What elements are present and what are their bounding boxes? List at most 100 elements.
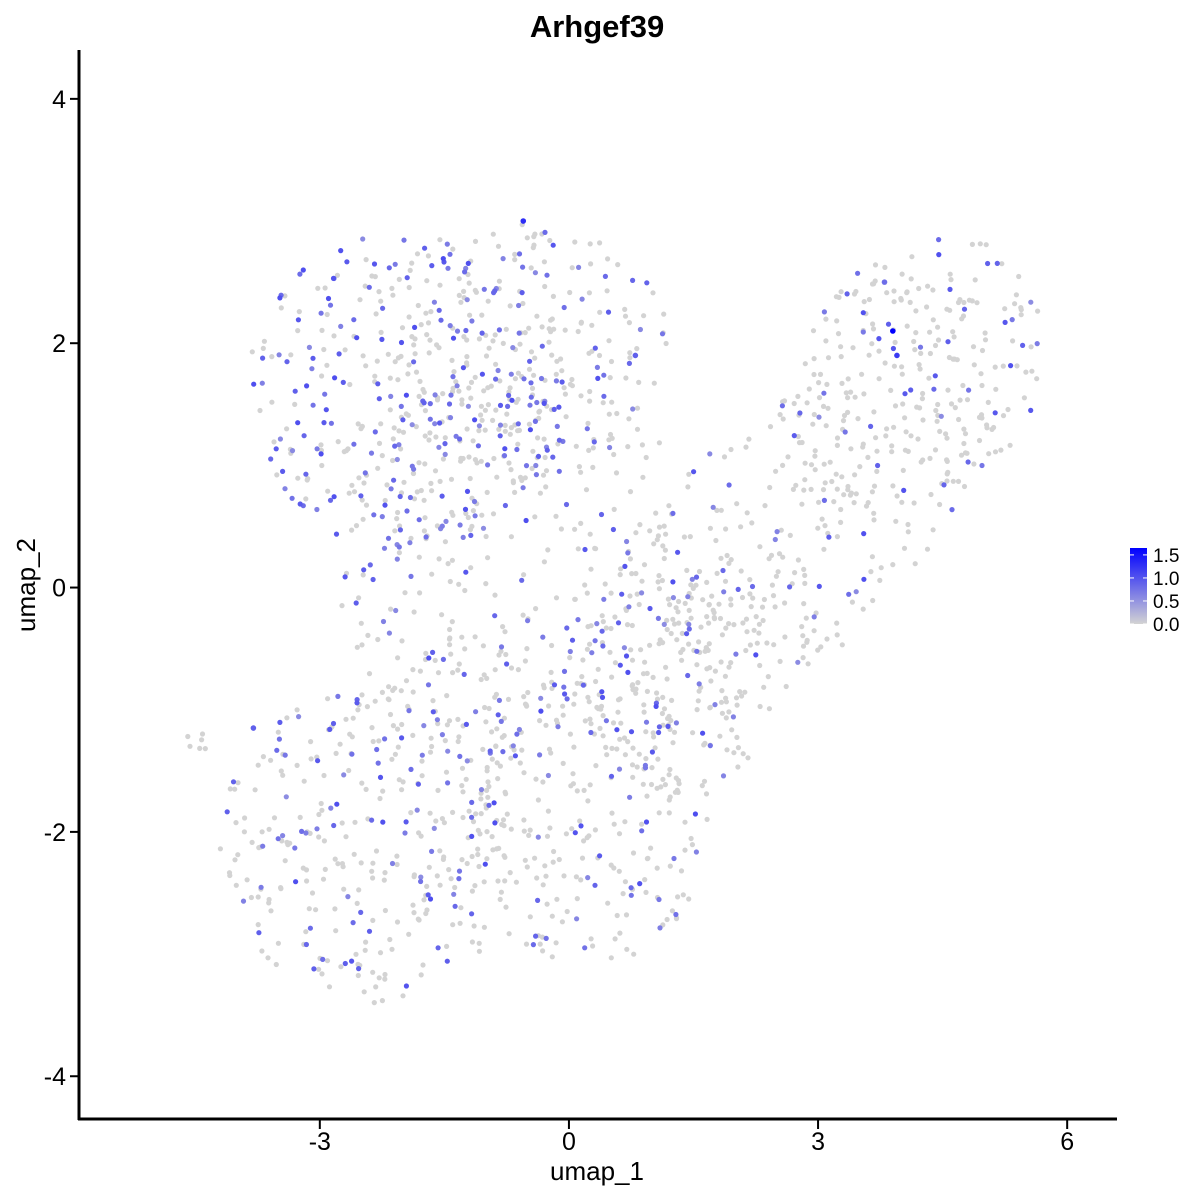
cell-point xyxy=(485,462,491,468)
cell-point xyxy=(325,295,332,302)
cell-point xyxy=(367,562,373,568)
cell-point xyxy=(878,565,884,571)
cell-point xyxy=(704,666,710,672)
cell-point xyxy=(232,857,238,863)
cell-point xyxy=(693,574,700,580)
cell-point xyxy=(515,370,522,376)
cell-point xyxy=(273,446,279,452)
cell-point xyxy=(625,444,631,450)
cell-point xyxy=(373,311,379,317)
cell-point xyxy=(902,415,908,421)
cell-point xyxy=(836,294,842,300)
cell-point xyxy=(742,689,748,695)
cell-point xyxy=(550,454,556,460)
cell-point xyxy=(971,362,977,368)
cell-point xyxy=(425,682,432,688)
cell-point xyxy=(434,873,440,879)
cell-point xyxy=(637,881,643,887)
cell-point xyxy=(900,401,906,407)
cell-point xyxy=(373,848,380,854)
cell-point xyxy=(595,666,601,672)
cell-point xyxy=(870,326,877,332)
cell-point xyxy=(664,617,670,624)
cell-point xyxy=(718,659,724,665)
cell-point xyxy=(723,699,730,705)
cell-point xyxy=(559,379,565,385)
cell-point xyxy=(274,472,280,478)
cell-point xyxy=(333,531,340,537)
cell-point xyxy=(422,461,428,467)
cell-point xyxy=(276,736,282,742)
cell-point xyxy=(524,864,530,870)
cell-point xyxy=(800,643,807,649)
cell-point xyxy=(708,678,714,684)
cell-point xyxy=(459,783,465,789)
cell-point xyxy=(427,896,434,902)
cell-point xyxy=(874,448,880,454)
cell-point xyxy=(374,358,380,364)
cell-point xyxy=(543,873,549,879)
cell-point xyxy=(561,668,568,675)
cell-point xyxy=(597,309,603,315)
cell-point xyxy=(528,265,534,271)
cell-point xyxy=(1028,299,1034,305)
cell-point xyxy=(306,906,312,912)
cell-point xyxy=(295,420,301,426)
cell-point xyxy=(297,814,303,821)
cell-point xyxy=(630,687,636,693)
cell-point xyxy=(404,508,410,514)
cell-point xyxy=(948,401,955,407)
cell-point xyxy=(474,460,480,466)
cell-point xyxy=(435,721,441,727)
cell-point xyxy=(380,305,386,311)
cell-point xyxy=(695,698,701,704)
cell-point xyxy=(648,845,654,851)
cell-point xyxy=(447,578,453,585)
cell-point xyxy=(667,794,673,800)
cell-point xyxy=(744,629,750,635)
cell-point xyxy=(645,855,651,861)
cell-point xyxy=(558,356,564,362)
cell-point xyxy=(452,884,458,891)
cell-point xyxy=(382,907,388,914)
cell-point xyxy=(823,316,829,322)
cell-point xyxy=(592,638,598,644)
cell-point xyxy=(800,633,806,639)
cell-point xyxy=(339,820,345,826)
cell-point xyxy=(703,791,710,797)
cell-point xyxy=(592,882,598,888)
cell-point xyxy=(787,584,793,590)
cell-point xyxy=(610,526,617,533)
cell-point xyxy=(483,533,489,540)
cell-point xyxy=(612,614,618,620)
cell-point xyxy=(524,235,530,241)
cell-point xyxy=(634,405,641,411)
cell-point xyxy=(233,820,239,826)
cell-point xyxy=(511,489,518,495)
cell-point xyxy=(869,341,875,347)
cell-point xyxy=(927,329,933,335)
cell-point xyxy=(726,664,732,670)
cell-point xyxy=(380,819,386,825)
cell-point xyxy=(294,762,300,769)
cell-point xyxy=(1002,306,1008,312)
cell-point xyxy=(660,694,666,701)
cell-point xyxy=(361,480,367,486)
cell-point xyxy=(376,738,382,744)
legend-tick-label: 0.5 xyxy=(1153,592,1179,613)
cell-point xyxy=(449,509,455,515)
cell-point xyxy=(999,261,1005,267)
cell-point xyxy=(768,552,775,559)
cell-point xyxy=(400,417,406,423)
cell-point-high-expression xyxy=(881,279,888,285)
cell-point xyxy=(457,753,463,760)
cell-point xyxy=(654,690,660,696)
cell-point xyxy=(986,451,992,457)
cell-point xyxy=(608,625,614,632)
cell-point xyxy=(199,737,205,743)
cell-point xyxy=(785,454,791,460)
cell-point xyxy=(318,310,324,316)
cell-point xyxy=(747,591,753,597)
cell-point xyxy=(432,468,439,474)
cell-point xyxy=(549,352,555,358)
